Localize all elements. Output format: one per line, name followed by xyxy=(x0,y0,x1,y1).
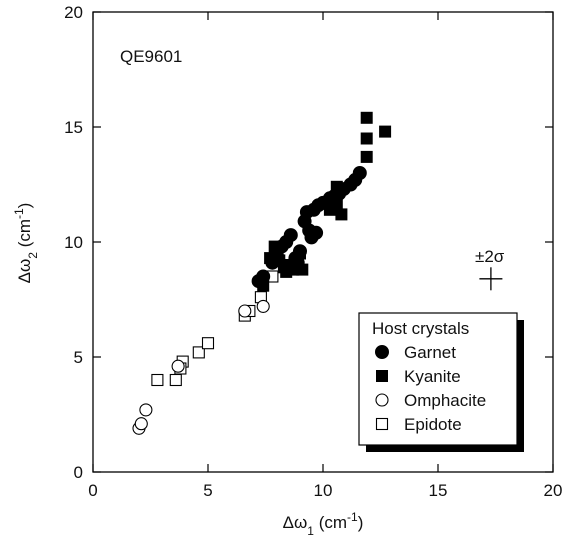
omphacite-point xyxy=(139,403,153,417)
sample-label: QE9601 xyxy=(120,47,182,66)
garnet-point xyxy=(309,225,324,240)
omphacite-point xyxy=(134,417,148,431)
x-axis-label-close: ) xyxy=(358,513,364,532)
kyanite-point xyxy=(360,111,373,124)
x-axis-label-sup: -1 xyxy=(347,510,358,524)
y-tick-label: 10 xyxy=(64,233,83,252)
legend-label-kyanite: Kyanite xyxy=(404,367,461,386)
legend-marker-omphacite xyxy=(375,393,389,407)
y-axis-label-close: ) xyxy=(15,203,34,209)
legend-label-epidote: Epidote xyxy=(404,415,462,434)
epidote-point xyxy=(201,337,215,350)
x-tick-label: 10 xyxy=(314,481,333,500)
y-tick-label: 15 xyxy=(64,118,83,137)
garnet-point xyxy=(290,255,305,270)
legend-marker-garnet xyxy=(375,345,389,359)
y-axis-label-sub: 2 xyxy=(26,252,40,259)
kyanite-point xyxy=(280,265,293,278)
x-axis-label: Δω1 (cm-1) xyxy=(283,510,364,538)
omphacite-point xyxy=(171,359,185,373)
y-axis-label-unit: (cm xyxy=(15,219,34,252)
x-tick-label: 5 xyxy=(203,481,212,500)
kyanite-point xyxy=(379,125,392,138)
y-tick-label: 5 xyxy=(74,348,83,367)
error-bar-symbol xyxy=(479,267,503,291)
y-axis-label-sup: -1 xyxy=(12,208,26,219)
epidote-point xyxy=(151,373,164,387)
x-axis-label-prefix: Δω xyxy=(283,513,308,532)
legend-marker-epidote xyxy=(375,417,389,431)
x-tick-label: 0 xyxy=(88,481,97,500)
garnet-point xyxy=(293,244,307,259)
x-tick-label: 20 xyxy=(544,481,563,500)
legend-items: Garnet Kyanite Omphacite Epidote xyxy=(375,343,486,434)
legend: Host crystals Garnet Kyanite Omphacite Epid… xyxy=(358,312,524,452)
legend-marker-kyanite xyxy=(376,370,388,382)
omphacite-point xyxy=(238,304,252,318)
y-axis-label: Δω2 (cm-1) xyxy=(12,203,40,284)
legend-label-omphacite: Omphacite xyxy=(404,391,486,410)
garnet-point xyxy=(256,269,271,284)
x-tick-label: 15 xyxy=(429,481,448,500)
x-axis-label-sub: 1 xyxy=(307,524,314,538)
kyanite-point xyxy=(360,132,373,145)
y-tick-label: 0 xyxy=(74,463,83,482)
kyanite-point xyxy=(360,150,373,163)
garnet-point xyxy=(283,228,298,243)
y-axis-label-prefix: Δω xyxy=(15,259,34,284)
legend-label-garnet: Garnet xyxy=(404,343,456,362)
legend-title: Host crystals xyxy=(372,319,469,338)
garnet-point xyxy=(352,166,367,180)
error-label: ±2σ xyxy=(475,247,505,266)
epidote-point xyxy=(192,346,205,359)
y-tick-label: 20 xyxy=(64,3,83,22)
ticks: 0 5 10 15 20 0 5 10 15 20 xyxy=(64,3,562,500)
x-axis-label-unit: (cm xyxy=(314,513,347,532)
data-marks xyxy=(132,111,392,435)
kyanite-point xyxy=(335,208,348,221)
epidote-point xyxy=(169,373,182,387)
omphacite-point xyxy=(256,299,270,313)
